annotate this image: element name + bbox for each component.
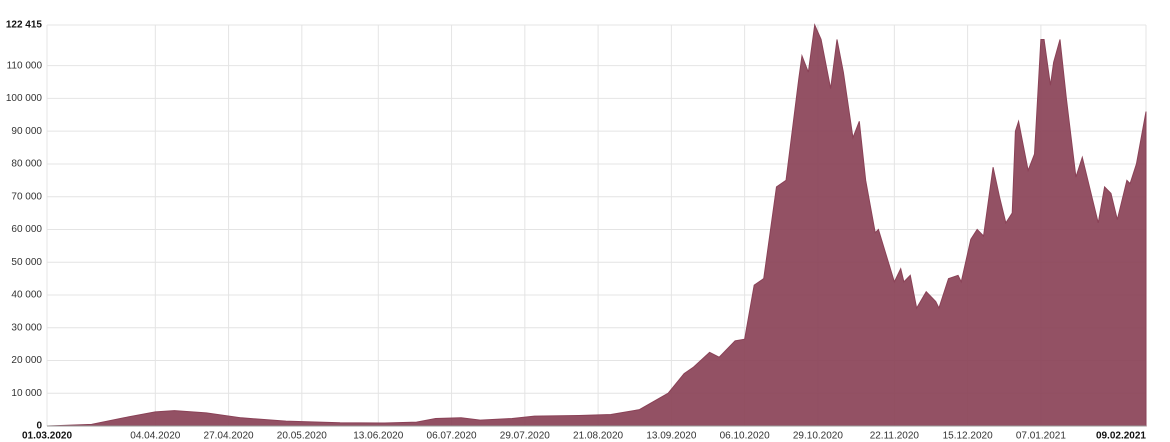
x-tick-label: 15.12.2020 — [943, 431, 993, 442]
y-tick-label: 110 000 — [7, 60, 43, 71]
x-tick-label: 13.09.2020 — [646, 431, 696, 442]
x-tick-label: 01.03.2020 — [22, 431, 72, 442]
x-tick-label: 06.07.2020 — [427, 431, 477, 442]
x-tick-label: 07.01.2021 — [1016, 431, 1066, 442]
area — [46, 23, 1147, 427]
y-tick-label: 30 000 — [11, 322, 42, 333]
x-tick-label: 13.06.2020 — [353, 431, 403, 442]
x-tick-label: 21.08.2020 — [573, 431, 623, 442]
y-tick-label: 50 000 — [11, 257, 42, 268]
x-tick-label: 04.04.2020 — [130, 431, 180, 442]
x-tick-label: 06.10.2020 — [720, 431, 770, 442]
y-tick-label: 80 000 — [11, 159, 42, 170]
y-tick-label: 0 — [36, 421, 42, 432]
y-tick-label: 20 000 — [11, 355, 42, 366]
y-tick-label: 100 000 — [6, 93, 43, 104]
y-tick-label: 90 000 — [11, 126, 42, 137]
y-tick-label: 122 415 — [6, 20, 43, 31]
x-tick-label: 09.02.2021 — [1096, 431, 1146, 442]
x-tick-label: 22.11.2020 — [870, 431, 920, 442]
y-tick-label: 70 000 — [11, 191, 42, 202]
y-tick-label: 60 000 — [11, 224, 42, 235]
x-tick-label: 29.10.2020 — [793, 431, 843, 442]
y-tick-label: 40 000 — [11, 290, 42, 301]
x-tick-label: 29.07.2020 — [500, 431, 550, 442]
y-tick-label: 10 000 — [11, 388, 42, 399]
x-tick-label: 20.05.2020 — [277, 431, 327, 442]
x-tick-label: 27.04.2020 — [204, 431, 254, 442]
